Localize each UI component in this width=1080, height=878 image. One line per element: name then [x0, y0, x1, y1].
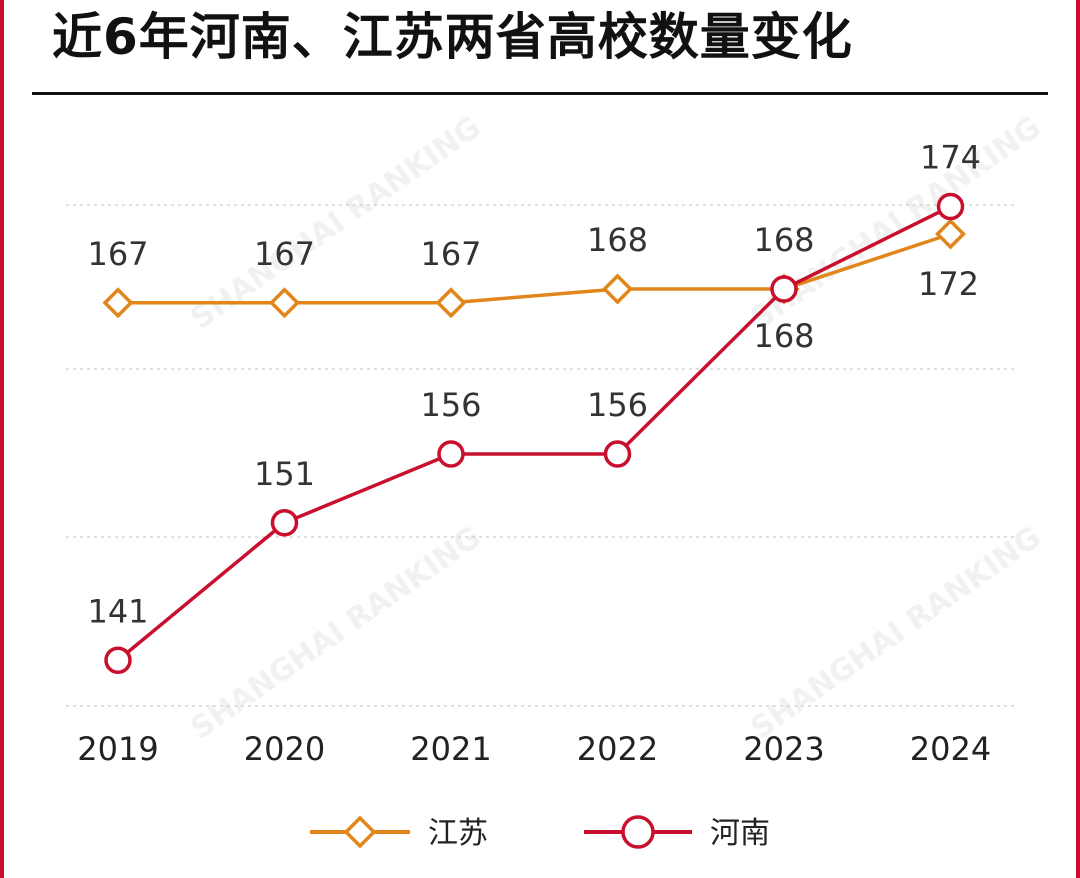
legend-label: 河南 [710, 816, 770, 851]
legend-circle-icon [621, 815, 655, 849]
legend-diamond-icon [343, 815, 377, 849]
legend: 江苏 河南 [310, 815, 770, 851]
data-point [936, 192, 965, 221]
data-label: 141 [87, 592, 148, 630]
x-tick-label: 2019 [77, 730, 158, 768]
data-point [603, 440, 632, 468]
chart-title: 近6年河南、江苏两省高校数量变化 [52, 8, 853, 66]
legend-label: 江苏 [428, 816, 488, 851]
x-axis: 2019 2020 2021 2022 2023 2024 [77, 730, 991, 768]
data-point [104, 646, 132, 674]
x-tick-label: 2023 [743, 730, 824, 768]
frame-left-border [0, 0, 4, 878]
data-label: 167 [420, 235, 481, 273]
watermark-text: SHANGHAI RANKING [185, 520, 488, 747]
data-point [437, 440, 465, 468]
data-label: 168 [587, 221, 648, 259]
data-label: 156 [420, 386, 481, 424]
data-point [435, 287, 467, 319]
data-label: 174 [920, 139, 981, 177]
data-label: 168 [753, 317, 814, 355]
data-label: 168 [753, 221, 814, 259]
title-divider [32, 92, 1048, 95]
x-tick-label: 2024 [910, 730, 991, 768]
data-label: 167 [254, 235, 315, 273]
frame-right-border [1076, 0, 1080, 878]
series [102, 192, 966, 674]
data-point [102, 287, 134, 319]
data-label: 156 [587, 386, 648, 424]
x-tick-label: 2022 [577, 730, 658, 768]
data-point [270, 509, 299, 537]
data-point [602, 273, 633, 305]
data-label: 167 [87, 235, 148, 273]
data-point [935, 218, 966, 250]
data-point [269, 287, 300, 319]
series-line [116, 204, 952, 662]
x-tick-label: 2021 [410, 730, 491, 768]
data-point [770, 275, 798, 303]
x-tick-label: 2020 [244, 730, 325, 768]
watermark-text: SHANGHAI RANKING [745, 520, 1048, 747]
data-label: 172 [918, 265, 979, 303]
data-labels: 167 167 167 168 168 172 141 151 156 156 168 174 [87, 139, 981, 631]
series-line [118, 232, 952, 305]
data-label: 151 [254, 455, 315, 493]
